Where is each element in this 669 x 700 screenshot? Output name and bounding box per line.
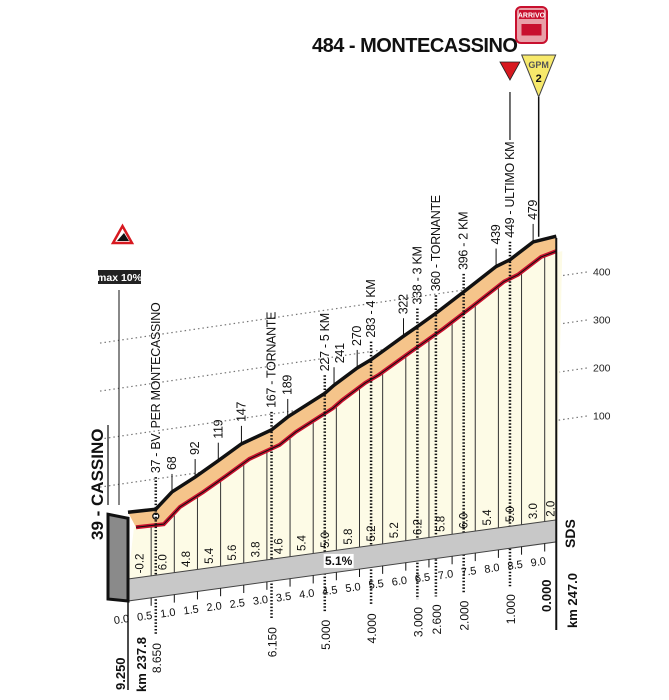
distance-to-go-label: 3.000 [411,607,425,637]
segment-gradient-label: 4.8 [181,551,193,567]
distance-to-go-label: 2.600 [430,604,444,634]
x-tick-label: 1.0 [159,607,176,621]
finish-arrivo-label: ARRIVO [518,13,546,20]
segment-gradient-label: 5.8 [343,529,355,545]
start-km-label: km 237.8 [134,637,149,692]
profile-band [127,234,557,530]
segment-gradient-label: 4.6 [273,538,285,554]
x-tick-label: 7.0 [437,568,454,582]
point-label: 338 - 3 KM [410,246,424,304]
x-tick-label: 2.0 [206,600,223,614]
start-label: 39 - CASSINO [88,429,107,540]
segment-gradient-label: 5.0 [505,506,517,522]
distance-to-go-label: 5.000 [319,619,333,649]
segment-gradient-label: 3.8 [250,541,262,557]
segment-gradient-label: 5.6 [227,545,239,561]
point-markers: 37 - BV. PER MONTECASSINO 8.650 68 92 119 147… [149,142,540,673]
segment-gradient-label: 6.0 [158,554,170,570]
y-tick-label: 400 [593,267,611,279]
profile-bottom-outline [135,250,557,528]
gpm-label: GPM [528,60,549,70]
avg-gradient-box [323,553,354,568]
point-label: 479 [526,200,540,220]
segment-gradient-label: 6.0 [459,513,471,529]
profile-fill [128,236,557,528]
point-label: 37 - BV. PER MONTECASSINO [149,302,163,473]
point-label: 283 - 4 KM [364,280,378,338]
point-label: 147 [234,402,248,422]
x-tick-label: 4.0 [298,587,315,601]
x-tick-label: 5.5 [368,578,385,592]
distance-to-go-label: 4.000 [365,613,379,643]
x-tick-label: 5.0 [345,581,362,595]
x-tick-label: 0.5 [136,610,153,624]
distance-to-go-label: 8.650 [150,643,164,673]
finish-title: 484 - MONTECASSINO [312,35,517,57]
point-label: 270 [350,326,364,346]
end-to-go-label: 0.000 [539,579,554,612]
segment-gradient-label: 5.8 [436,516,448,532]
segment-gradient-label: 2.0 [545,501,557,517]
y-tick-label: 200 [593,363,611,375]
y-tick-label: 100 [593,411,611,423]
profile-top-line [127,234,557,515]
segment-gradient-label: 6.2 [412,519,424,535]
point-label: 167 - TORNANTE [265,312,279,408]
x-tick-label: 6.5 [414,571,431,585]
end-road-label: SDS [562,519,578,548]
point-label: 92 [188,441,202,455]
max-gradient-label: max 10% [97,272,143,284]
last-km-flag-icon [499,61,521,81]
x-tick-label: 4.5 [322,584,339,598]
x-tick-label: 2.5 [229,597,246,611]
x-tick-label: 8.0 [484,562,501,576]
decorations: 484 - MONTECASSINO ARRIVO GPM 2 max 10% [97,6,557,505]
point-label: 68 [165,456,179,470]
point-label: 322 [396,294,410,314]
segment-gradient-label: -0.2 [135,554,147,574]
x-tick-label: 3.0 [252,594,269,608]
x-tick-label: 7.5 [460,565,477,579]
point-label: 449 - ULTIMO KM [503,142,517,238]
segment-gradient-label: 5.4 [482,509,494,526]
point-label: 227 - 5 KM [318,313,332,371]
point-label: 189 [281,375,295,395]
segment-gradient-label: 5.4 [204,547,216,564]
gpm-climb-icon [520,54,557,99]
point-label: 439 [489,224,503,244]
distance-to-go-label: 6.150 [266,627,280,657]
x-tick-label: 6.0 [391,575,408,589]
junction-marker [152,512,160,520]
finish-arrivo-banner [519,10,544,19]
segment-gradient-label: 5.0 [320,532,332,548]
segment-gradient-label: 3.0 [528,503,540,519]
start-to-go-label: 9.250 [113,657,128,690]
segment-gradient-label: 5.4 [297,534,309,551]
point-label: 119 [211,419,225,438]
distance-to-go-label: 1.000 [504,594,518,624]
point-label: 396 - 2 KM [457,212,471,270]
x-tick-label: 1.5 [183,603,200,617]
columns-fill [128,251,563,579]
finish-cyclist-icon [521,24,542,36]
x-tick-label: 9.0 [530,556,547,570]
max-gradient-box [98,270,141,284]
x-tick-label: 8.5 [507,559,524,573]
x-tick-label: 3.5 [275,591,292,605]
avg-gradient-label: 5.1% [325,554,353,568]
y-tick-label: 300 [593,315,611,327]
segment-gradient-label: 5.2 [366,525,378,541]
km-axis: 0.0 0.5 1.0 1.5 2.0 2.5 3.0 3.5 4.0 4.5 5.0 5.5 6.0 6… [88,238,580,692]
point-label: 360 - TORNANTE [429,195,443,291]
start-wall [106,512,130,603]
point-label: 241 [333,343,347,363]
end-km-label: km 247.0 [565,573,580,628]
gpm-category: 2 [536,73,542,85]
steep-gradient-slope [117,233,129,241]
segment-gradient-label: 5.2 [389,522,401,538]
x-tick-label: 0.0 [113,613,130,627]
distance-to-go-label: 2.000 [458,600,472,630]
